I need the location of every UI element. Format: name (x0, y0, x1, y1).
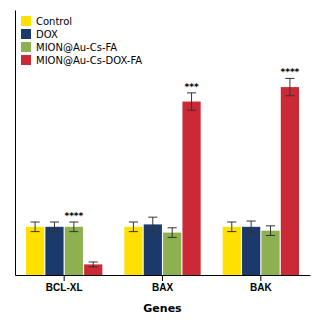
x-tick: BAK (250, 275, 272, 293)
bar (163, 233, 181, 275)
bar (182, 102, 200, 275)
error-bar (168, 228, 177, 238)
legend-item: MION@Au-Cs-DOX-FA (21, 55, 142, 66)
legend-label: MION@Au-Cs-FA (36, 42, 117, 53)
x-tick-label: BAK (250, 282, 272, 293)
x-axis-title: Genes (143, 302, 182, 315)
chart-svg: BCL-XLBAXBAK***********ControlDOXMION@Au… (0, 0, 320, 320)
bar (26, 227, 44, 275)
legend: Control DOX MION@Au-Cs-FA MION@Au-Cs-DOX-FA (21, 16, 142, 66)
error-bar (129, 222, 138, 232)
significance-label: **** (280, 67, 299, 77)
x-axis: BCL-XL BAX BAK (16, 275, 311, 293)
chart-container: BCL-XLBAXBAK***********ControlDOXMION@Au… (0, 0, 320, 320)
error-bar (266, 226, 275, 236)
y-axis (15, 11, 16, 276)
x-tick-mark (64, 275, 65, 281)
legend-swatch (21, 16, 31, 26)
bar-series (84, 78, 299, 275)
legend-label: DOX (36, 29, 58, 40)
error-bar (285, 78, 294, 95)
significance-label: **** (64, 211, 83, 221)
legend-swatch (21, 42, 31, 52)
error-bar (148, 217, 157, 231)
legend-item: DOX (21, 29, 58, 40)
bar (45, 227, 63, 275)
error-bar (50, 222, 59, 232)
bar (261, 231, 279, 275)
bar-series (26, 222, 241, 275)
x-tick-label: BAX (152, 282, 173, 293)
bar (281, 87, 299, 275)
error-bar (31, 222, 40, 232)
legend-swatch (21, 29, 31, 39)
x-tick-label: BCL-XL (46, 282, 83, 293)
bar-series (65, 222, 280, 275)
bar (242, 227, 260, 275)
y-axis-line (15, 11, 16, 276)
x-tick: BAX (152, 275, 173, 293)
bar (124, 227, 142, 275)
x-tick-mark (260, 275, 261, 281)
legend-label: Control (36, 16, 72, 27)
error-bar (187, 93, 196, 110)
annotations: *********** (64, 67, 299, 221)
x-tick-mark (162, 275, 163, 281)
bar-series (45, 217, 260, 275)
error-bar (227, 222, 236, 232)
error-bar (69, 222, 78, 232)
significance-label: *** (185, 82, 199, 92)
legend-swatch (21, 55, 31, 65)
bar (65, 227, 83, 275)
error-bar (89, 262, 98, 267)
bar (223, 227, 241, 275)
plot-area: BCL-XLBAXBAK***********ControlDOXMION@Au… (16, 11, 311, 294)
legend-label: MION@Au-Cs-DOX-FA (36, 55, 142, 66)
legend-item: MION@Au-Cs-FA (21, 42, 117, 53)
x-tick: BCL-XL (46, 275, 83, 293)
error-bar (247, 221, 256, 233)
bars (26, 78, 299, 275)
legend-item: Control (21, 16, 72, 27)
